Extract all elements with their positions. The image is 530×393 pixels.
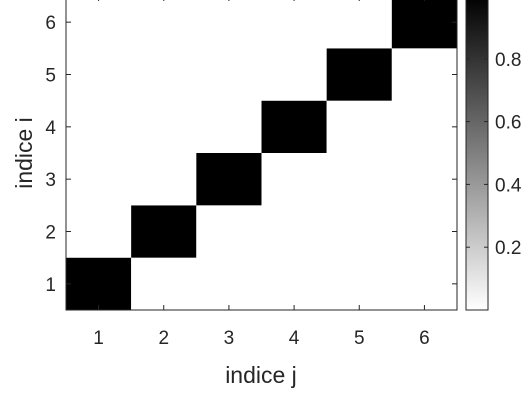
heatmap-cells (66, 0, 457, 310)
heatmap-cell (391, 100, 457, 153)
x-axis-label: indice j (225, 362, 297, 388)
heatmap-cell (66, 205, 132, 258)
heatmap-cell (66, 0, 132, 49)
colorbar: 0.2 0.4 0.6 0.8 (465, 0, 522, 311)
plot-frame (65, 0, 458, 311)
heatmap-cell (326, 0, 392, 49)
heatmap-cell (261, 48, 327, 101)
heatmap-cell (131, 205, 197, 258)
heatmap-cell (131, 0, 197, 49)
heatmap-cell (131, 100, 197, 153)
y-tick-label: 4 (45, 118, 56, 139)
heatmap-cell (196, 257, 262, 310)
x-tick-label: 3 (224, 328, 235, 349)
heatmap-cell (326, 153, 392, 206)
heatmap-cell (326, 205, 392, 258)
y-tick-label: 2 (45, 223, 56, 244)
heatmap-cell (66, 257, 132, 310)
colorbar-ticks: 0.2 0.4 0.6 0.8 (466, 50, 522, 259)
heatmap-cell (131, 153, 197, 206)
axis-ticks (66, 0, 457, 310)
heatmap-cell (196, 205, 262, 258)
heatmap-cell (66, 48, 132, 101)
heatmap-cell (391, 48, 457, 101)
heatmap-cell (196, 0, 262, 49)
colorbar-tick-label: 0.4 (495, 175, 522, 196)
heatmap-cell (196, 153, 262, 206)
heatmap-cell (66, 153, 132, 206)
heatmap-cell (261, 257, 327, 310)
y-tick-label: 5 (45, 66, 56, 87)
heatmap-cell (131, 48, 197, 101)
heatmap-cell (391, 153, 457, 206)
y-tick-label: 3 (45, 170, 56, 191)
heatmap-cell (131, 257, 197, 310)
heatmap-cell (326, 257, 392, 310)
x-tick-label: 4 (289, 328, 300, 349)
y-axis-label: indice i (11, 117, 37, 189)
heatmap-cell (261, 205, 327, 258)
x-tick-label: 6 (419, 328, 430, 349)
y-tick-labels: 1 2 3 4 5 6 (45, 13, 56, 296)
heatmap-cell (391, 0, 457, 49)
colorbar-tick-label: 0.8 (495, 50, 521, 71)
colorbar-gradient (465, 0, 489, 311)
x-tick-labels: 1 2 3 4 5 6 (93, 328, 429, 349)
heatmap-cell (391, 257, 457, 310)
heatmap-cell (261, 0, 327, 49)
y-tick-label: 6 (45, 13, 56, 34)
heatmap-cell (261, 153, 327, 206)
x-tick-label: 5 (354, 328, 365, 349)
x-tick-label: 1 (93, 328, 104, 349)
heatmap-cell (261, 100, 327, 153)
heatmap-cell (196, 100, 262, 153)
heatmap-cell (326, 48, 392, 101)
colorbar-tick-label: 0.6 (495, 113, 521, 134)
heatmap-cell (391, 205, 457, 258)
heatmap-cell (326, 100, 392, 153)
heatmap-cell (196, 48, 262, 101)
y-tick-label: 1 (45, 275, 56, 296)
colorbar-tick-label: 0.2 (495, 238, 521, 259)
x-tick-label: 2 (158, 328, 169, 349)
heatmap-cell (66, 100, 132, 153)
